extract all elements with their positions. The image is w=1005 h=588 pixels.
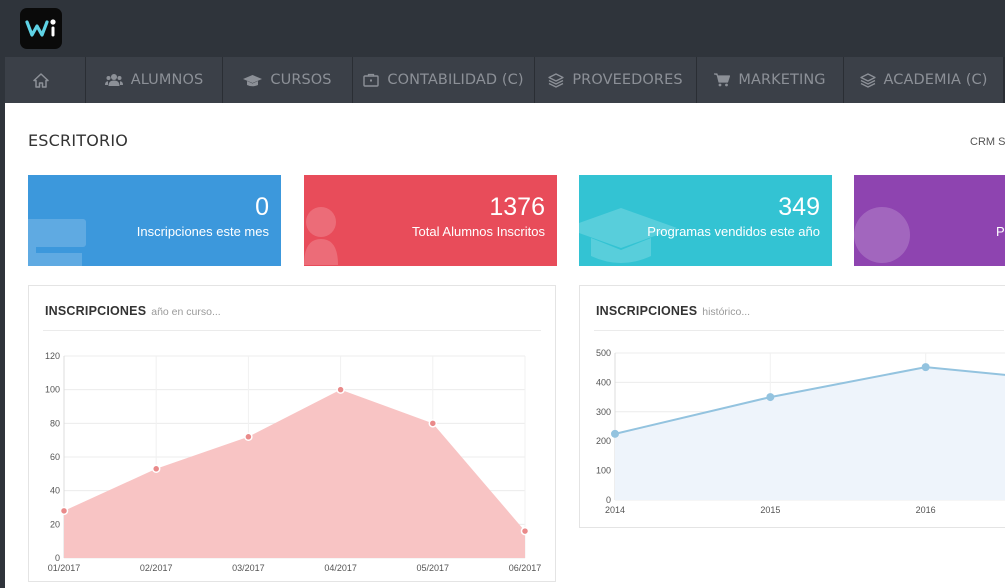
x-tick-label: 01/2017 [48,563,81,573]
nav-academia[interactable]: ACADEMIA (C) [844,57,1004,103]
panel-header: INSCRIPCIONES histórico... [596,302,750,320]
page-title: ESCRITORIO [28,131,129,150]
data-point [59,506,69,516]
stat-value: 0 [255,193,269,221]
y-tick-label: 40 [50,486,60,496]
stat-value: 1376 [489,193,545,221]
y-tick-label: 400 [596,377,611,387]
stat-card-inscripciones[interactable]: 0 Inscripciones este mes [28,175,281,266]
stat-label: Total Alumnos Inscritos [412,224,545,239]
stat-value: 349 [778,193,820,221]
x-tick-label: 05/2017 [417,563,450,573]
nav-cursos-label: CURSOS [270,72,332,88]
y-tick-label: 80 [50,418,60,428]
home-icon [33,72,49,88]
app-logo[interactable] [20,8,62,49]
stat-card-extra[interactable]: P [854,175,1005,266]
data-point [611,429,619,438]
data-point [336,385,345,394]
stat-label: Programas vendidos este año [647,224,820,239]
cart-icon [714,73,731,87]
data-point [921,363,930,372]
main-nav: ALUMNOS CURSOS CONTABILIDAD (C) PROVEEDO… [5,57,1005,103]
area-fill [64,389,525,558]
x-tick-label: 2016 [916,505,936,515]
y-tick-label: 200 [596,436,611,446]
y-tick-label: 500 [596,348,611,358]
nav-cursos[interactable]: CURSOS [223,57,353,103]
logo-glyph [25,19,56,37]
y-tick-label: 300 [596,407,611,417]
data-point [151,464,161,474]
panel-subtitle: histórico... [702,306,751,318]
x-tick-label: 03/2017 [232,563,265,573]
graduation-cap-icon [579,208,677,263]
crm-link[interactable]: CRM SC [970,136,1005,148]
panel-title: INSCRIPCIONES [596,304,698,318]
main-content: ESCRITORIO CRM SC 0 Inscripciones este m… [5,103,1005,588]
data-point [244,432,253,442]
y-tick-label: 120 [45,351,60,361]
stat-card-alumnos[interactable]: 1376 Total Alumnos Inscritos [304,175,557,266]
desk-icon [28,219,86,266]
panel-header: INSCRIPCIONES año en curso... [45,302,221,320]
user-icon [304,207,338,265]
users-icon [104,74,123,86]
y-tick-label: 20 [50,519,60,529]
nav-alumnos-label: ALUMNOS [130,72,204,88]
layers-icon [548,72,564,88]
chart-inscripciones-year[interactable]: 0 20 40 60 80 100 120 01/2017 02/2017 03/2017 04/2… [29,346,557,576]
y-tick-label: 0 [55,553,60,563]
panel-divider [43,330,541,331]
stat-label: P [996,224,1005,239]
panel-divider [594,330,1004,331]
y-tick-label: 100 [45,385,60,395]
chart-inscripciones-historico[interactable]: 0 100 200 300 400 500 2014 2015 2016 [580,344,1005,524]
x-tick-label: 06/2017 [509,563,542,573]
x-tick-label: 2014 [605,505,625,515]
x-tick-label: 2015 [760,505,780,515]
panel-inscripciones-year: INSCRIPCIONES año en curso... 0 20 40 60 80 10… [28,285,556,582]
y-tick-label: 0 [606,495,611,505]
panel-inscripciones-historico: INSCRIPCIONES histórico... 0 100 200 300 400 5… [579,285,1005,528]
area-fill [615,367,1005,500]
briefcase-icon [363,73,380,87]
nav-proveedores-label: PROVEEDORES [572,72,683,88]
nav-marketing[interactable]: MARKETING [697,57,844,103]
panel-title: INSCRIPCIONES [45,304,147,318]
nav-academia-label: ACADEMIA (C) [883,72,988,88]
data-point [766,393,775,402]
layers-icon [859,72,876,88]
nav-proveedores[interactable]: PROVEEDORES [535,57,697,103]
y-tick-label: 60 [50,452,60,462]
nav-contabilidad[interactable]: CONTABILIDAD (C) [353,57,535,103]
panel-subtitle: año en curso... [151,306,221,318]
nav-home[interactable] [5,57,86,103]
data-point [428,419,438,428]
globe-icon [854,207,910,263]
x-tick-label: 02/2017 [140,563,173,573]
data-point [520,526,530,536]
y-tick-label: 100 [596,466,611,476]
stat-card-programas[interactable]: 349 Programas vendidos este año [579,175,832,266]
graduation-cap-icon [243,74,263,86]
stat-label: Inscripciones este mes [136,224,269,239]
nav-alumnos[interactable]: ALUMNOS [86,57,223,103]
x-tick-label: 04/2017 [324,563,357,573]
nav-marketing-label: MARKETING [738,72,826,88]
nav-contabilidad-label: CONTABILIDAD (C) [387,72,524,88]
series-line [614,366,1005,435]
top-bar [0,0,1005,57]
